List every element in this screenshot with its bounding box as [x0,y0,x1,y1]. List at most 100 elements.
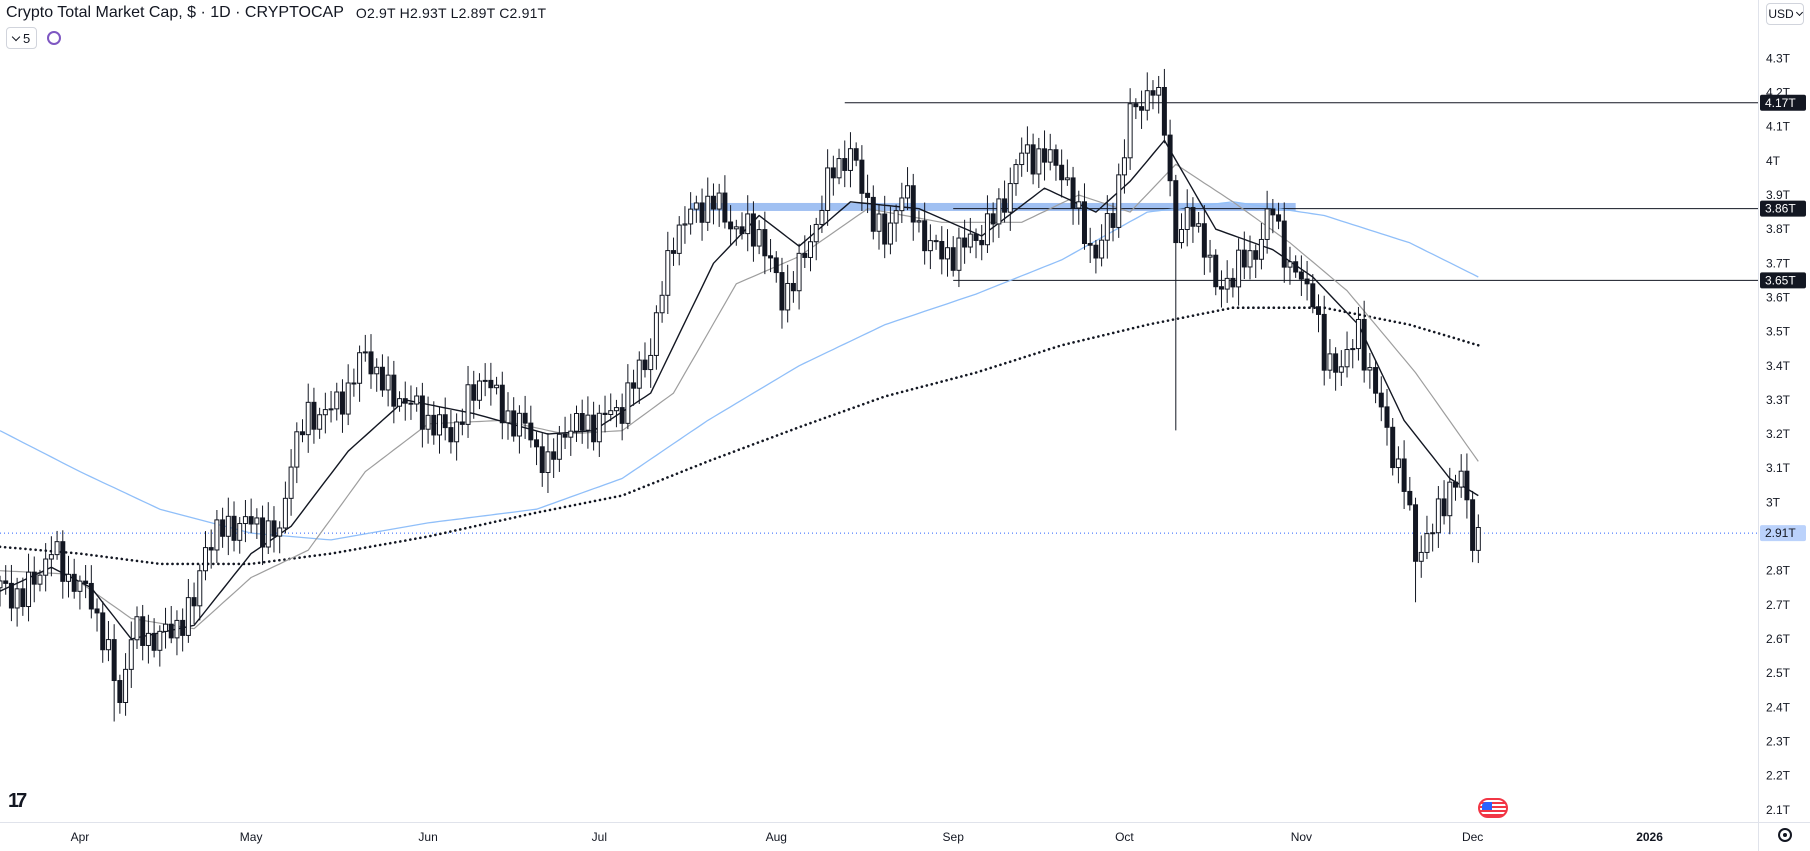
time-tick-label: Dec [1462,830,1483,844]
candle-up [145,632,151,646]
candle-down [1470,499,1476,551]
sma-dotted-line [0,306,1480,566]
candle-down [71,573,77,592]
candle-down [1384,406,1390,428]
price-axis-bg [1758,0,1810,851]
candle-down [990,213,996,225]
level-price-badge [1760,200,1806,217]
candle-down [933,240,939,243]
candle-down [1201,223,1207,258]
candle-down [1030,144,1036,175]
candle-up [1184,207,1190,230]
candle-up [345,382,351,415]
candle-down [379,366,385,391]
candle-up [568,430,574,438]
candle-up [482,379,488,382]
candle-down [231,515,237,541]
candle-up [54,541,60,556]
candle-up [1036,148,1042,175]
time-tick-label: Nov [1291,830,1312,844]
candle-up [357,352,363,384]
candle-down [1002,198,1008,213]
candle-down [882,213,888,245]
candle-up [608,410,614,415]
candle-up [225,515,231,537]
candle-up [1076,201,1082,209]
ohlc-values: O2.9T H2.93T L2.89T C2.91T [355,5,547,21]
candle-up [385,374,391,391]
candle-down [1139,106,1145,111]
sync-icon[interactable] [47,31,62,45]
candle-up [494,384,500,389]
candle-down [973,233,979,241]
indicators-toggle-button[interactable]: 5 [6,27,38,49]
tradingview-logo-icon[interactable]: 17 [8,790,27,812]
candle-up [1350,348,1356,351]
candle-down [962,237,968,248]
candle-down [88,582,94,610]
candle-up [1338,366,1344,373]
settings-icon[interactable] [1778,828,1792,842]
candle-up [197,570,203,607]
candle-down [602,412,608,415]
currency-label: USD [1768,7,1794,21]
candle-up [688,208,694,225]
candle-up [1127,103,1133,159]
candle-down [522,412,528,424]
candle-up [1099,239,1105,259]
price-tick-label: 2.6T [1766,632,1791,646]
candle-down [1407,490,1413,506]
candle-down [1213,254,1219,288]
candle-up [893,210,899,224]
candle-up [1475,527,1481,551]
symbol-title[interactable]: Crypto Total Market Cap, $ · 1D · CRYPTO… [6,4,344,21]
candle-down [31,571,37,585]
candle-down [1173,180,1179,244]
us-flag-icon[interactable] [1478,798,1508,818]
candle-down [591,414,597,443]
last-price-label: 2.91T [1765,526,1796,540]
candle-down [579,412,585,431]
candle-up [899,197,905,212]
candle-down [1321,313,1327,371]
candle-up [813,223,819,243]
candle-down [859,159,865,194]
candle-down [339,391,345,415]
candle-down [1373,367,1379,394]
candle-down [1304,278,1310,285]
candle-up [174,619,180,639]
candle-down [140,616,146,646]
candle-down [1378,392,1384,408]
candle-down [1441,498,1447,517]
candle-up [733,226,739,230]
candle-up [756,229,762,247]
price-tick-label: 4.3T [1766,51,1791,65]
price-tick-label: 3T [1766,495,1781,509]
candle-down [1110,213,1116,228]
candle-down [671,250,677,254]
candle-down [448,427,454,443]
candle-down [191,597,197,607]
candle-up [1207,254,1213,258]
candle-up [916,220,922,223]
candle-down [1361,318,1367,371]
candle-up [185,597,191,636]
candle-down [1133,103,1139,108]
candle-down [60,541,66,582]
candle-up [1196,223,1202,227]
currency-button[interactable]: USD [1766,3,1804,25]
candle-down [1230,277,1236,288]
candle-down [1390,426,1396,469]
candle-up [944,247,950,260]
candle-down [271,520,277,537]
candle-up [1047,149,1053,163]
candle-down [220,519,226,537]
candle-down [1241,249,1247,268]
candle-up [1395,458,1401,469]
candle-down [8,582,14,609]
candle-down [431,414,437,436]
candle-down [151,632,157,651]
candle-down [710,195,716,210]
candle-down [1161,86,1167,136]
